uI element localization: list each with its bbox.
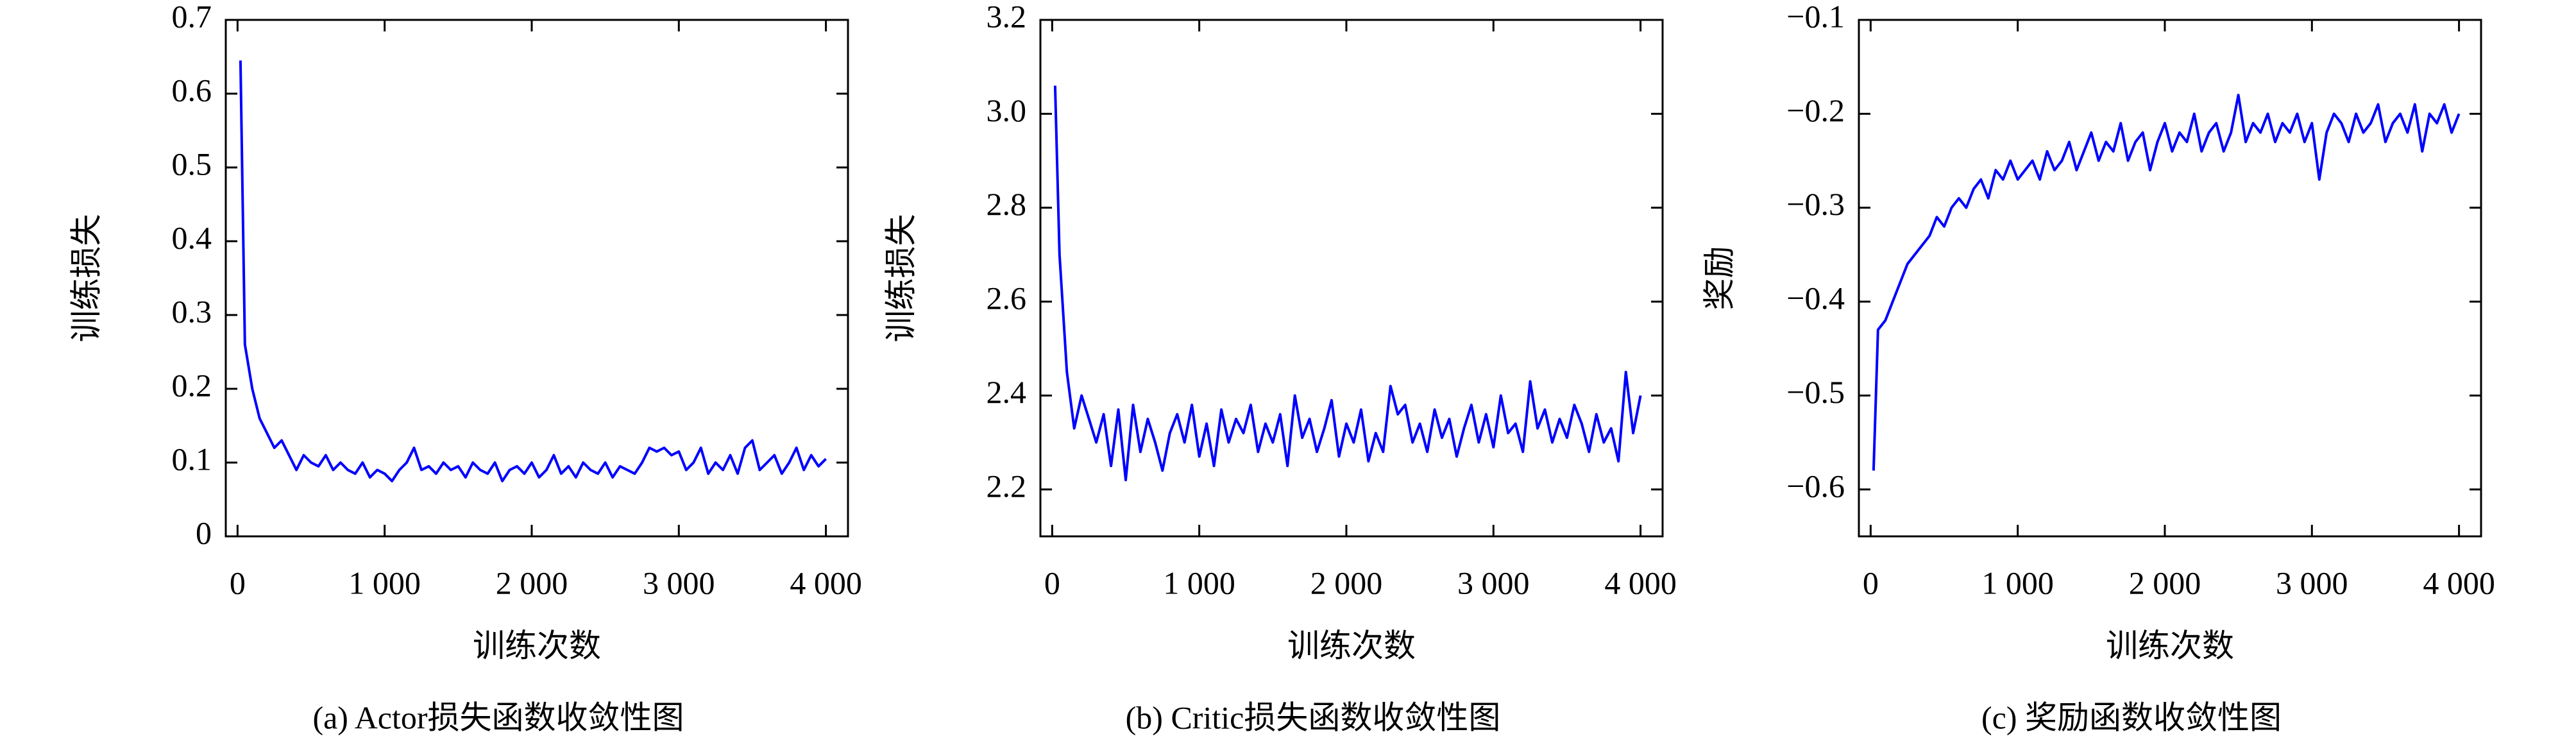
y-tick-label: 2.2 — [987, 468, 1027, 504]
caption: (c) 奖励函数收敛性图 — [1981, 699, 2282, 735]
x-tick-label: 2 000 — [2129, 565, 2201, 601]
y-tick-label: 2.4 — [987, 374, 1027, 410]
x-tick-label: 1 000 — [1981, 565, 2054, 601]
x-tick-label: 1 000 — [1163, 565, 1235, 601]
x-tick-label: 4 000 — [790, 565, 862, 601]
x-tick-label: 2 000 — [1310, 565, 1383, 601]
x-tick-label: 3 000 — [643, 565, 715, 601]
caption: (b) Critic损失函数收敛性图 — [1126, 699, 1501, 735]
x-tick-label: 0 — [1044, 565, 1060, 601]
x-axis-label: 训练次数 — [473, 627, 601, 663]
x-tick-label: 3 000 — [1457, 565, 1530, 601]
y-tick-label: 3.0 — [987, 92, 1027, 128]
y-tick-label: 0 — [196, 515, 212, 550]
y-tick-label: 0.6 — [172, 72, 212, 108]
x-tick-label: 4 000 — [2423, 565, 2495, 601]
y-tick-label: 0.2 — [172, 367, 212, 403]
y-tick-label: 0.5 — [172, 146, 212, 182]
x-tick-label: 4 000 — [1604, 565, 1677, 601]
y-tick-label: 0.1 — [172, 441, 212, 477]
y-tick-label: −0.3 — [1786, 186, 1845, 222]
plot-frame — [1858, 19, 2482, 538]
x-tick-label: 3 000 — [2276, 565, 2348, 601]
y-tick-label: 0.4 — [172, 219, 212, 255]
data-line — [1872, 94, 2461, 471]
caption: (a) Actor损失函数收敛性图 — [312, 699, 684, 735]
y-tick-label: 2.6 — [987, 280, 1027, 316]
y-tick-label: 3.2 — [987, 0, 1027, 34]
y-axis-label: 训练损失 — [68, 214, 104, 343]
data-line — [1053, 85, 1642, 482]
y-axis-label: 奖励 — [1701, 246, 1737, 311]
y-tick-label: −0.6 — [1786, 468, 1845, 504]
y-tick-label: −0.1 — [1786, 0, 1845, 34]
x-tick-label: 1 000 — [348, 565, 421, 601]
y-axis-label: 训练损失 — [883, 214, 919, 343]
y-tick-label: 0.7 — [172, 0, 212, 34]
x-axis-label: 训练次数 — [1287, 627, 1416, 663]
x-tick-label: 0 — [230, 565, 246, 601]
plot-frame — [225, 19, 849, 538]
x-tick-label: 2 000 — [496, 565, 568, 601]
x-tick-label: 0 — [1863, 565, 1879, 601]
y-tick-label: −0.5 — [1786, 374, 1845, 410]
data-line — [239, 60, 827, 482]
y-tick-label: 2.8 — [987, 186, 1027, 222]
y-tick-label: −0.2 — [1786, 92, 1845, 128]
y-tick-label: 0.3 — [172, 293, 212, 329]
y-tick-label: −0.4 — [1786, 280, 1845, 316]
x-axis-label: 训练次数 — [2106, 627, 2234, 663]
plot-frame — [1039, 19, 1664, 538]
